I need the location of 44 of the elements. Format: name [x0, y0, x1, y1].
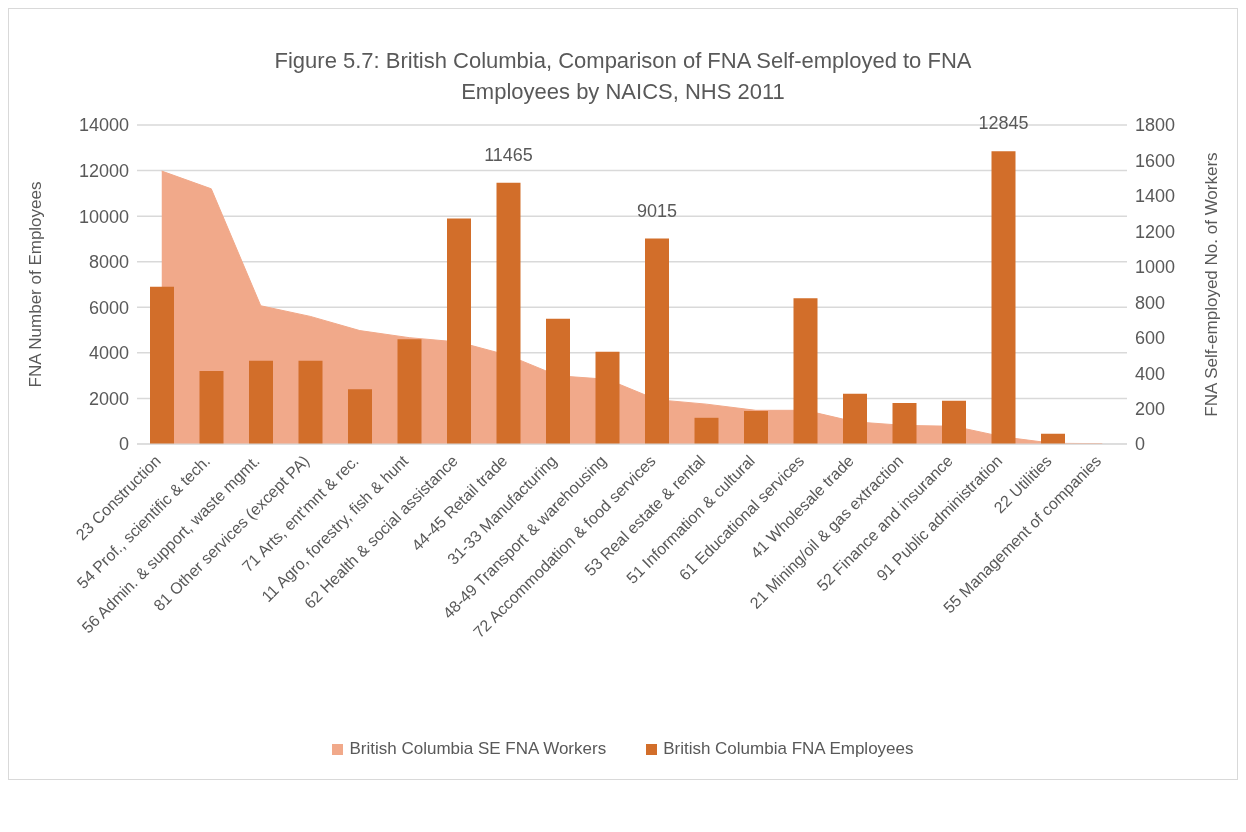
- bar: [645, 238, 669, 444]
- y-tick-label: 10000: [78, 206, 129, 227]
- y2-tick-label: 1400: [1135, 186, 1176, 207]
- bar: [397, 339, 422, 444]
- y2-tick-label: 1800: [1135, 115, 1176, 136]
- y2-tick-label: 1600: [1135, 150, 1176, 171]
- y-axis-title: FNA Number of Employees: [26, 181, 46, 388]
- y-tick-label: 4000: [88, 343, 129, 364]
- bar: [991, 151, 1016, 444]
- y-tick-label: 0: [118, 434, 129, 455]
- chart-title: Figure 5.7: British Columbia, Comparison of FNA Self-employed to FNA Employees by NAICS, NHS 2011: [273, 47, 973, 106]
- y-tick-label: 12000: [78, 160, 129, 181]
- bar: [496, 182, 521, 444]
- bar: [249, 360, 273, 444]
- bar: [793, 298, 818, 444]
- y2-tick-label: 400: [1135, 363, 1166, 384]
- y-tick-label: 2000: [88, 388, 129, 409]
- y-tick-label: 8000: [88, 252, 129, 273]
- data-label: 12845: [978, 113, 1029, 134]
- y2-tick-label: 0: [1135, 434, 1146, 455]
- bar: [892, 402, 917, 444]
- data-label: 11465: [484, 144, 533, 165]
- y2-tick-label: 1000: [1135, 257, 1176, 278]
- bar: [843, 393, 867, 444]
- bar: [150, 286, 174, 444]
- bar: [298, 360, 323, 444]
- bar: [694, 417, 719, 444]
- y-tick-label: 6000: [88, 297, 129, 318]
- bar: [546, 318, 570, 444]
- y2-tick-label: 800: [1135, 292, 1166, 313]
- y2-tick-label: 200: [1135, 398, 1166, 419]
- y2-tick-label: 1200: [1135, 221, 1176, 242]
- data-label: 9015: [636, 200, 678, 221]
- y2-tick-label: 600: [1135, 328, 1166, 349]
- bar: [199, 371, 224, 444]
- legend-label: British Columbia FNA Employees: [663, 739, 914, 759]
- y-tick-label: 14000: [78, 115, 129, 136]
- y2-axis-title: FNA Self-employed No. of Workers: [1202, 152, 1222, 417]
- bar: [942, 400, 966, 444]
- bar: [348, 389, 372, 444]
- legend-label: British Columbia SE FNA Workers: [349, 739, 607, 759]
- bar: [595, 351, 620, 444]
- bar: [447, 218, 471, 444]
- bar: [744, 410, 768, 444]
